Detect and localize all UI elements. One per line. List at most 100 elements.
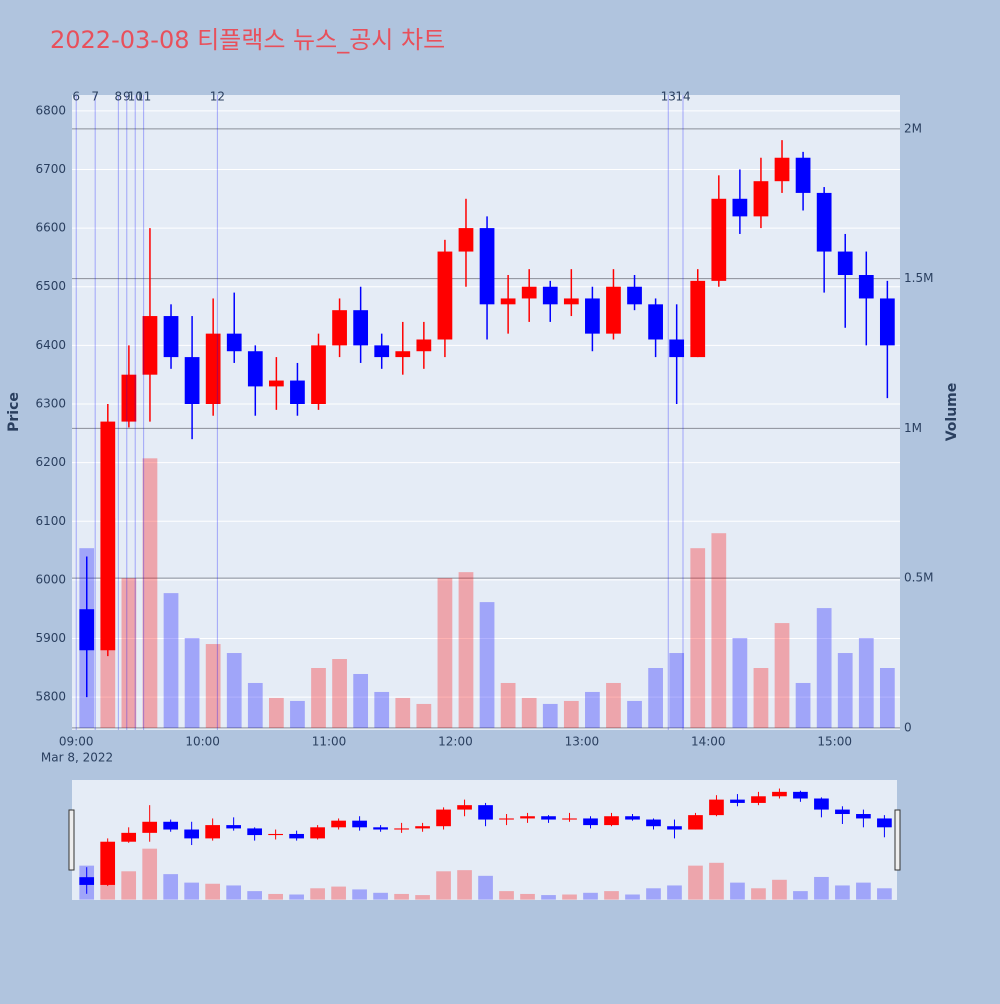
- candle-body: [142, 316, 158, 375]
- candle-body: [290, 380, 305, 404]
- candle-body: [732, 198, 748, 217]
- slider-volume-bar: [730, 882, 745, 900]
- slider-volume-bar: [268, 893, 283, 900]
- slider-volume-bar: [604, 891, 619, 900]
- slider-candle-body: [751, 796, 766, 803]
- volume-bar: [816, 608, 832, 728]
- candle-body: [795, 157, 811, 193]
- candle-body: [226, 333, 242, 352]
- slider-volume-bar: [772, 879, 787, 900]
- candle-body: [648, 304, 663, 340]
- volume-bar: [837, 653, 853, 728]
- volume-bar: [332, 659, 347, 728]
- slider-candle-body: [667, 826, 682, 830]
- slider-candle-body: [394, 828, 409, 830]
- news-label: 11: [136, 90, 151, 104]
- candle-body: [395, 351, 411, 358]
- slider-candle-body: [625, 816, 640, 820]
- slider-candle-body: [877, 818, 892, 828]
- volume-bar: [711, 533, 727, 728]
- slider-candle-body: [646, 819, 661, 827]
- volume-bar: [563, 700, 579, 728]
- news-label: 10: [128, 90, 143, 104]
- y-tick-label: 6400: [35, 338, 66, 352]
- volume-bar: [163, 593, 179, 728]
- slider-volume-bar: [352, 889, 367, 900]
- volume-bar: [858, 638, 874, 728]
- slider-volume-bar: [205, 883, 220, 900]
- slider-handle-right[interactable]: [894, 809, 901, 871]
- news-label: 13: [661, 90, 676, 104]
- candle-body: [353, 310, 369, 346]
- y2-tick-label: 1.5M: [904, 271, 933, 285]
- candle-body: [690, 280, 706, 358]
- slider-candle-body: [373, 827, 388, 830]
- slider-volume-bar: [415, 895, 430, 900]
- slider-candle-body: [310, 827, 325, 839]
- candle-body: [184, 357, 200, 404]
- slider-volume-bar: [184, 882, 200, 900]
- y-tick-label: 5900: [35, 631, 66, 645]
- y-tick-label: 6200: [35, 455, 66, 469]
- candle-body: [374, 345, 390, 358]
- y2-tick-label: 1M: [904, 421, 922, 435]
- candle-body: [542, 286, 558, 305]
- x-tick-label: 10:00: [185, 735, 220, 749]
- slider-candle-body: [121, 832, 137, 842]
- candle-body: [627, 286, 642, 305]
- slider-candle-body: [562, 818, 577, 820]
- candle-body: [606, 286, 621, 334]
- volume-bar: [290, 700, 305, 728]
- volume-bar: [437, 578, 453, 728]
- candle-body: [437, 251, 453, 340]
- volume-bar: [311, 667, 326, 728]
- slider-volume-bar: [121, 871, 137, 900]
- slider-candle-body: [289, 833, 304, 839]
- volume-bar: [142, 458, 158, 728]
- volume-bar: [247, 682, 263, 728]
- candle-body: [711, 198, 727, 281]
- slider-volume-bar: [814, 876, 829, 900]
- slider-candle-body: [814, 798, 829, 810]
- volume-bar: [479, 602, 495, 728]
- slider-volume-bar: [289, 894, 304, 900]
- slider-volume-bar: [688, 865, 703, 900]
- candle-body: [479, 228, 495, 305]
- volume-bar: [205, 644, 221, 728]
- slider-volume-bar: [793, 891, 808, 900]
- volume-bar: [795, 682, 811, 728]
- volume-bar: [374, 691, 390, 728]
- marks: 0 0.5M 1M 1.5M 2M 5800 5900 6000 6100 6200 6300 640…: [35, 90, 933, 900]
- slider-volume-bar: [226, 885, 241, 900]
- slider-candle-body: [730, 799, 745, 803]
- y-tick-label: 6300: [35, 396, 66, 410]
- y-axis-title: Price: [6, 392, 22, 432]
- slider-candle-body: [79, 877, 95, 885]
- y-tick-label: 5800: [35, 690, 66, 704]
- y-tick-label: 6800: [35, 103, 66, 117]
- slider-candle-body: [793, 791, 808, 799]
- candle-body: [585, 298, 600, 334]
- news-label: 6: [72, 90, 80, 104]
- slider-candle-body: [835, 809, 850, 815]
- slider-candle-body: [772, 791, 787, 797]
- x-tick-label: 14:00: [691, 735, 726, 749]
- volume-bar: [732, 638, 748, 728]
- volume-bar: [627, 700, 642, 728]
- slider-candle-body: [142, 821, 158, 833]
- slider-volume-bar: [436, 871, 451, 900]
- volume-bar: [226, 653, 242, 728]
- slider-candle-body: [541, 816, 556, 820]
- slider-candle-body: [184, 829, 200, 839]
- y-tick-label: 6500: [35, 279, 66, 293]
- slider-candle-body: [688, 815, 703, 830]
- slider-volume-bar: [163, 874, 179, 900]
- candle-body: [247, 351, 263, 387]
- slider-handle-left[interactable]: [68, 809, 75, 871]
- candle-body: [79, 609, 95, 651]
- volume-bar: [121, 578, 137, 728]
- volume-bar: [669, 653, 685, 728]
- y-tick-label: 6100: [35, 514, 66, 528]
- slider-volume-bar: [646, 888, 661, 900]
- x-tick-label: 12:00: [438, 735, 473, 749]
